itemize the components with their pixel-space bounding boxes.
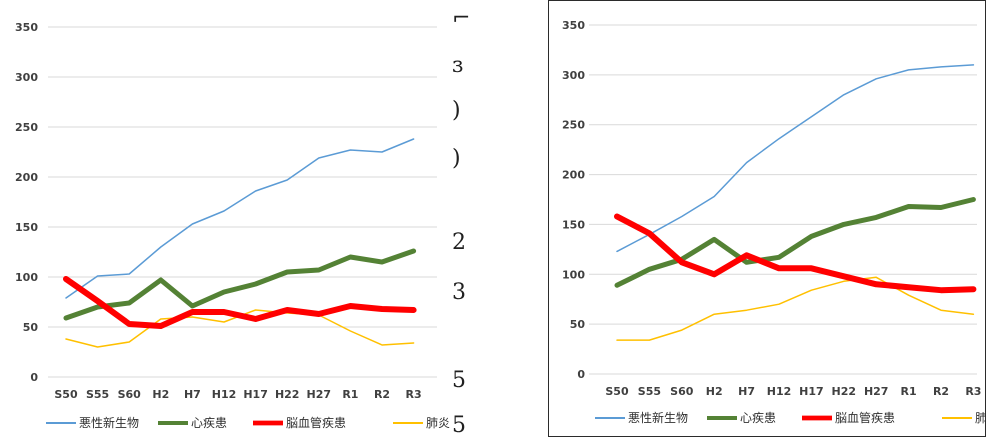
x-tick-label: R2: [933, 385, 949, 398]
x-tick-label: H2: [706, 385, 723, 398]
y-tick-label: 50: [23, 321, 39, 334]
series-line: [614, 213, 977, 294]
legend-label: 悪性新生物: [628, 410, 688, 425]
y-tick-label: 250: [562, 119, 585, 132]
x-tick-label: H2: [152, 388, 169, 401]
x-tick-label: S60: [118, 388, 142, 401]
y-tick-label: 100: [15, 271, 38, 284]
x-tick-label: R1: [342, 388, 358, 401]
y-tick-label: 100: [562, 268, 585, 281]
x-tick-label: H22: [275, 388, 300, 401]
x-tick-label: H27: [307, 388, 332, 401]
x-tick-label: H22: [832, 385, 857, 398]
y-tick-label: 50: [570, 318, 586, 331]
edge-artifact: 2: [452, 230, 466, 255]
x-tick-label: H17: [799, 385, 824, 398]
series-line: [63, 276, 417, 329]
x-tick-label: H17: [243, 388, 268, 401]
x-tick-label: R2: [374, 388, 390, 401]
x-tick-label: H27: [864, 385, 889, 398]
y-tick-label: 0: [577, 368, 585, 381]
x-tick-label: H7: [184, 388, 201, 401]
legend-label: 肺炎: [426, 416, 450, 430]
x-tick-label: S55: [86, 388, 109, 401]
x-tick-label: R1: [901, 385, 917, 398]
legend-label: 心疾患: [740, 410, 776, 425]
y-tick-label: 200: [562, 169, 585, 182]
series-line: [614, 197, 976, 288]
x-tick-label: S50: [54, 388, 78, 401]
edge-artifact: 5: [452, 368, 466, 393]
edge-artifact: ɜ: [452, 53, 464, 78]
x-tick-label: S60: [670, 385, 694, 398]
edge-artifact: ): [452, 98, 461, 123]
y-tick-label: 250: [15, 121, 38, 134]
x-tick-label: H7: [738, 385, 755, 398]
x-tick-label: S55: [638, 385, 661, 398]
x-tick-label: R3: [406, 388, 422, 401]
legend-label: 悪性新生物: [79, 415, 139, 430]
legend-label: 肺炎: [975, 411, 985, 425]
x-tick-label: S50: [605, 385, 629, 398]
edge-artifact: 3: [452, 280, 466, 305]
chart-left: 0 50 100 150 200 250 300 350 S50 S55 S60 H2 H7 H12 H17…: [0, 0, 455, 437]
series-line: [616, 276, 975, 341]
legend-label: 心疾患: [191, 415, 227, 430]
y-tick-label: 300: [15, 71, 38, 84]
line-chart-left: 0 50 100 150 200 250 300 350 S50 S55 S60 H2 H7 H12 H17…: [15, 21, 450, 430]
edge-artifact: 5: [452, 413, 466, 438]
y-tick-label: 300: [562, 69, 585, 82]
y-tick-label: 150: [15, 221, 38, 234]
series-line: [65, 138, 415, 299]
legend-label: 脳血管疾患: [286, 415, 346, 430]
x-tick-label: R3: [965, 385, 981, 398]
y-tick-label: 350: [15, 21, 38, 34]
edge-artifact: ): [452, 146, 461, 171]
chart-right: 0 50 100 150 200 250 300 350 S50 S55 S60 H2 H7 H12 H17…: [548, 0, 986, 437]
line-chart-right: 0 50 100 150 200 250 300 350 S50 S55 S60 H2 H7 H12 H17…: [562, 19, 985, 425]
edge-artifact: ⌐: [452, 6, 471, 31]
y-tick-label: 150: [562, 218, 585, 231]
legend-label: 脳血管疾患: [835, 410, 895, 425]
y-tick-label: 350: [562, 19, 585, 32]
series-line: [616, 64, 975, 253]
y-tick-label: 0: [30, 371, 38, 384]
series-line: [63, 248, 417, 321]
y-tick-label: 200: [15, 171, 38, 184]
x-tick-label: H12: [212, 388, 237, 401]
x-tick-label: H12: [767, 385, 792, 398]
